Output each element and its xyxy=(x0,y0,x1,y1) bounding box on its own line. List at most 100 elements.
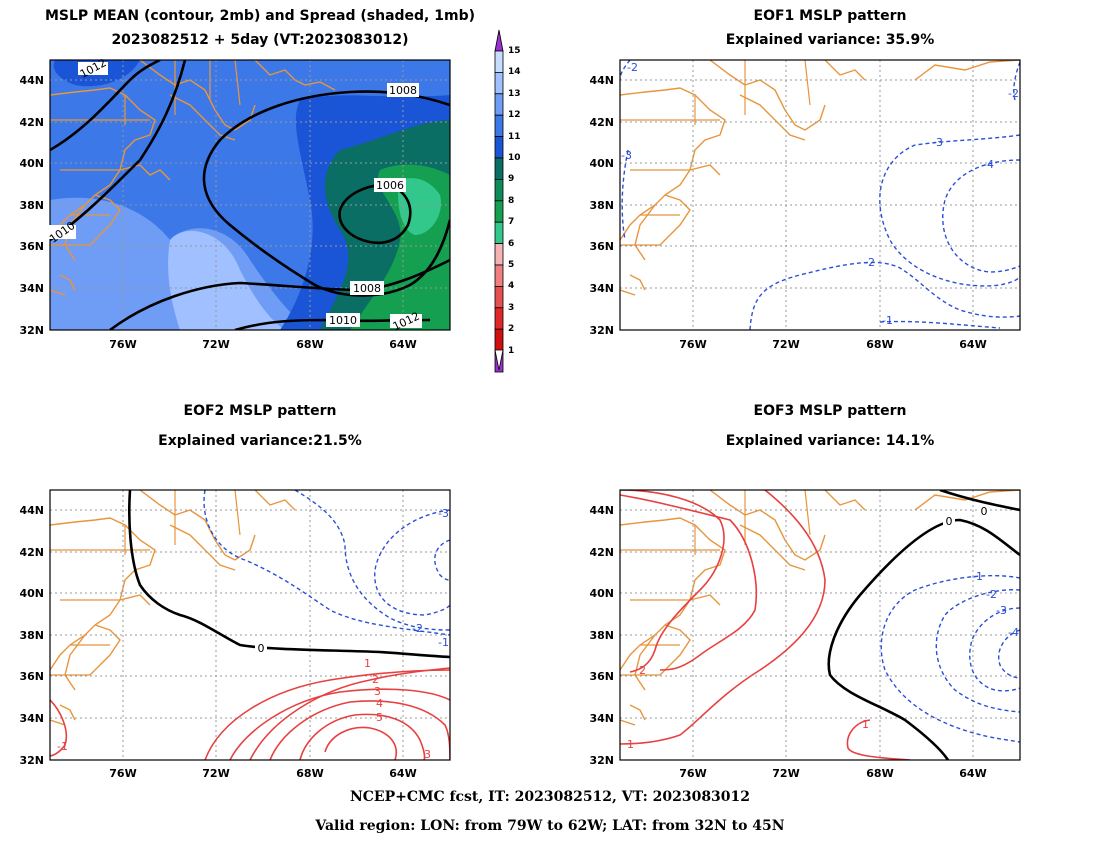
y-tick-label: 42N xyxy=(589,546,614,559)
colorbar-swatch xyxy=(494,114,504,137)
y-tick-label: 38N xyxy=(19,199,44,212)
y-tick-label: 44N xyxy=(19,74,44,87)
y-tick-label: 34N xyxy=(19,712,44,725)
contour-label: 3 xyxy=(424,748,431,761)
contour-label: 2 xyxy=(639,664,646,677)
contour-label: -4 xyxy=(983,158,994,171)
contour-labels-panel2: -2 -2 -3 -3 -4 -2 -1 xyxy=(621,61,1019,327)
y-tick-label: 32N xyxy=(19,324,44,337)
colorbar-swatch xyxy=(494,243,504,266)
y-tick-label: 36N xyxy=(589,240,614,253)
svg-text:0: 0 xyxy=(981,505,988,518)
contour-label: 1008 xyxy=(387,83,419,97)
panel2-frame xyxy=(619,59,1021,331)
x-tick-label: 72W xyxy=(772,338,799,351)
axis-labels: 32N 34N 36N 38N 40N 42N 44N 76W 72W 68W … xyxy=(19,74,986,780)
panel2-plot xyxy=(620,60,1020,330)
x-tick-label: 76W xyxy=(109,338,136,351)
x-tick-label: 76W xyxy=(109,767,136,780)
contour-label: 1010 xyxy=(326,313,360,327)
colorbar-label: 14 xyxy=(508,67,521,77)
contour-label: 5 xyxy=(376,711,383,724)
chart-canvas: 1 2 3 4 5 6 7 8 9 10 11 12 13 14 15 32N … xyxy=(19,29,1021,780)
panel3-subtitle: Explained variance:21.5% xyxy=(158,433,362,449)
svg-text:1010: 1010 xyxy=(329,314,357,327)
colorbar-swatch xyxy=(494,307,504,330)
x-tick-label: 68W xyxy=(296,767,323,780)
svg-text:1008: 1008 xyxy=(389,84,417,97)
colorbar-swatch xyxy=(494,221,504,244)
colorbar-label: 6 xyxy=(508,239,514,249)
contour-label: 1012 xyxy=(390,310,422,333)
contour-label: 1 xyxy=(627,738,634,751)
contour-label: 1006 xyxy=(374,178,406,192)
footer-line-1: NCEP+CMC fcst, IT: 2023082512, VT: 20230… xyxy=(349,789,751,805)
y-tick-label: 40N xyxy=(19,157,44,170)
colorbar-label: 11 xyxy=(508,132,521,142)
colorbar-swatch xyxy=(494,93,504,116)
y-tick-label: 34N xyxy=(589,712,614,725)
colorbar-labels: 1 2 3 4 5 6 7 8 9 10 11 12 13 14 15 xyxy=(508,46,521,356)
colorbar-label: 7 xyxy=(508,217,514,227)
x-tick-label: 64W xyxy=(389,767,416,780)
contour-label: 0 xyxy=(978,505,990,518)
panel3-title: EOF2 MSLP pattern xyxy=(183,403,337,419)
x-tick-label: 64W xyxy=(389,338,416,351)
x-tick-label: 68W xyxy=(866,338,893,351)
colorbar-swatch xyxy=(494,157,504,180)
y-tick-label: 38N xyxy=(589,629,614,642)
svg-text:0: 0 xyxy=(946,515,953,528)
x-tick-label: 72W xyxy=(772,767,799,780)
contour-label: 1 xyxy=(364,657,371,670)
contour-label: -1 xyxy=(57,740,68,753)
colorbar-bottom-arrow xyxy=(494,349,504,371)
y-tick-label: 34N xyxy=(589,282,614,295)
contour-label: -2 xyxy=(412,622,423,635)
x-tick-label: 76W xyxy=(679,338,706,351)
colorbar-swatch xyxy=(494,285,504,309)
colorbar-label: 2 xyxy=(508,324,514,334)
colorbar-top-arrow xyxy=(494,29,504,52)
panel3-plot xyxy=(50,490,450,760)
contour-label: -2 xyxy=(1008,87,1019,100)
colorbar-swatch xyxy=(494,264,504,287)
y-tick-label: 40N xyxy=(589,157,614,170)
y-tick-label: 38N xyxy=(589,199,614,212)
colorbar-label: 15 xyxy=(508,46,521,56)
svg-text:1006: 1006 xyxy=(376,179,404,192)
panel4-title: EOF3 MSLP pattern xyxy=(753,403,907,419)
contour-label: -1 xyxy=(882,314,893,327)
x-tick-label: 64W xyxy=(959,767,986,780)
contour-label: -2 xyxy=(864,256,875,269)
x-tick-label: 64W xyxy=(959,338,986,351)
colorbar-label: 3 xyxy=(508,303,514,313)
y-tick-label: 40N xyxy=(589,587,614,600)
contour-labels-panel4: 0 0 -1 -2 -3 -4 2 1 1 xyxy=(627,505,1019,751)
colorbar-swatch xyxy=(494,50,504,73)
contour-label: -2 xyxy=(627,61,638,74)
x-tick-label: 68W xyxy=(296,338,323,351)
y-tick-label: 32N xyxy=(589,754,614,767)
colorbar xyxy=(494,29,504,373)
panel1-title: MSLP MEAN (contour, 2mb) and Spread (sha… xyxy=(45,8,475,24)
colorbar-label: 10 xyxy=(508,153,521,163)
x-tick-label: 72W xyxy=(202,338,229,351)
contour-label: -4 xyxy=(1008,626,1019,639)
y-tick-label: 42N xyxy=(19,546,44,559)
panel2-title: EOF1 MSLP pattern xyxy=(753,8,907,24)
y-tick-label: 36N xyxy=(19,240,44,253)
y-tick-label: 36N xyxy=(19,670,44,683)
panel2-subtitle: Explained variance: 35.9% xyxy=(725,32,935,48)
colorbar-label: 5 xyxy=(508,260,514,270)
panel1-plot xyxy=(50,60,450,330)
contour-label: 3 xyxy=(374,685,381,698)
x-tick-label: 76W xyxy=(679,767,706,780)
contour-label: 1008 xyxy=(350,281,384,295)
panel4-plot xyxy=(620,490,1020,760)
spread-shading-lighter xyxy=(168,230,285,330)
contour-label: 1 xyxy=(862,718,869,731)
x-tick-label: 72W xyxy=(202,767,229,780)
y-tick-label: 34N xyxy=(19,282,44,295)
colorbar-label: 4 xyxy=(508,281,514,291)
y-tick-label: 42N xyxy=(19,116,44,129)
